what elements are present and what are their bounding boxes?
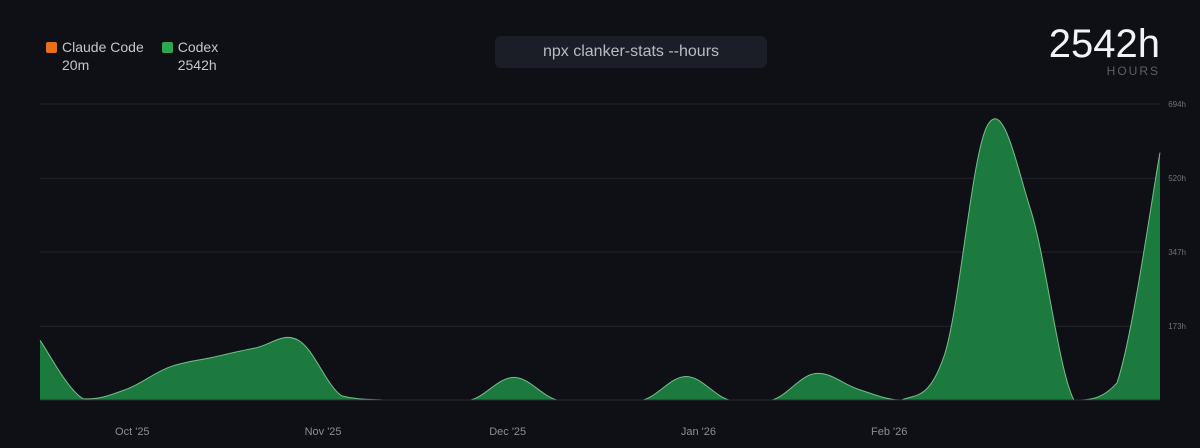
legend-value: 2542h xyxy=(177,57,217,73)
legend-label: Claude Code xyxy=(62,39,144,55)
total-summary: 2542h HOURS xyxy=(1049,22,1160,78)
codex-area xyxy=(40,118,1160,400)
legend-item-codex: Codex 2542h xyxy=(161,38,219,74)
x-tick-label: Dec '25 xyxy=(489,426,526,438)
y-tick-label: 173h xyxy=(1168,322,1186,331)
total-hours-value: 2542h xyxy=(1048,22,1160,66)
y-tick-label: 694h xyxy=(1168,100,1186,109)
total-hours-unit: HOURS xyxy=(1106,64,1160,78)
legend-item-claude-code: Claude Code 20m xyxy=(46,38,144,74)
legend-value: 20m xyxy=(62,57,90,73)
codex-swatch-icon xyxy=(161,41,173,53)
x-tick-label: Jan '26 xyxy=(681,426,716,438)
x-tick-label: Nov '25 xyxy=(305,426,342,438)
x-tick-label: Feb '26 xyxy=(871,426,907,438)
x-tick-label: Oct '25 xyxy=(115,426,150,438)
claude-code-swatch-icon xyxy=(46,41,57,53)
chart-legend: Claude Code 20m Codex 2542h xyxy=(46,38,218,74)
command-label: npx clanker-stats --hours xyxy=(495,36,767,68)
y-tick-label: 347h xyxy=(1168,248,1186,257)
codex-series-line xyxy=(39,118,1161,401)
legend-label: Codex xyxy=(177,39,219,55)
y-tick-label: 520h xyxy=(1168,174,1186,183)
